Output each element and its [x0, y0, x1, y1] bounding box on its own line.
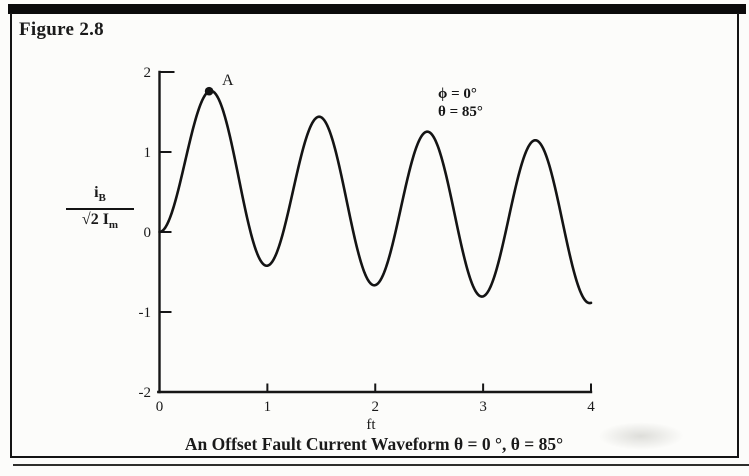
- figure-label: Figure 2.8: [19, 19, 104, 40]
- x-axis-unit-label: ft: [366, 417, 376, 433]
- x-tick-label: 1: [264, 399, 272, 415]
- axes: 210-1-20 1 2 3 4: [139, 65, 596, 415]
- x-tick-label: 4: [587, 399, 595, 415]
- bottom-rule: [13, 464, 749, 466]
- y-axis-label-numerator: iB: [94, 184, 106, 205]
- y-axis-label: iB √2 Im: [60, 183, 140, 235]
- x-tick-label: 2: [372, 399, 380, 415]
- y-axis-label-denominator: √2 Im: [81, 211, 119, 232]
- x-tick-label: 0: [156, 399, 164, 415]
- y-tick-label: -1: [139, 305, 152, 321]
- scan-smudge: [598, 422, 684, 450]
- y-tick-label: 1: [144, 145, 152, 161]
- y-tick-label: 2: [144, 65, 152, 81]
- annotation-theta: θ = 85°: [438, 104, 483, 120]
- annotation-phi: ϕ = 0°: [438, 86, 477, 102]
- y-tick-label: 0: [144, 225, 152, 241]
- figure-frame: [10, 13, 739, 458]
- point-a-marker: [204, 86, 214, 96]
- caption-math: θ = 0 °, θ = 85°: [454, 434, 564, 454]
- figure-caption: An Offset Fault Current Waveform θ = 0 °…: [185, 434, 563, 455]
- x-tick-label: 3: [479, 399, 487, 415]
- figure-top-bar: [8, 4, 746, 14]
- fraction-bar: [66, 208, 134, 211]
- point-a-label: A: [222, 72, 234, 89]
- caption-text: An Offset Fault Current Waveform: [184, 434, 450, 454]
- y-tick-label: -2: [139, 385, 152, 401]
- waveform-curve: [158, 89, 593, 305]
